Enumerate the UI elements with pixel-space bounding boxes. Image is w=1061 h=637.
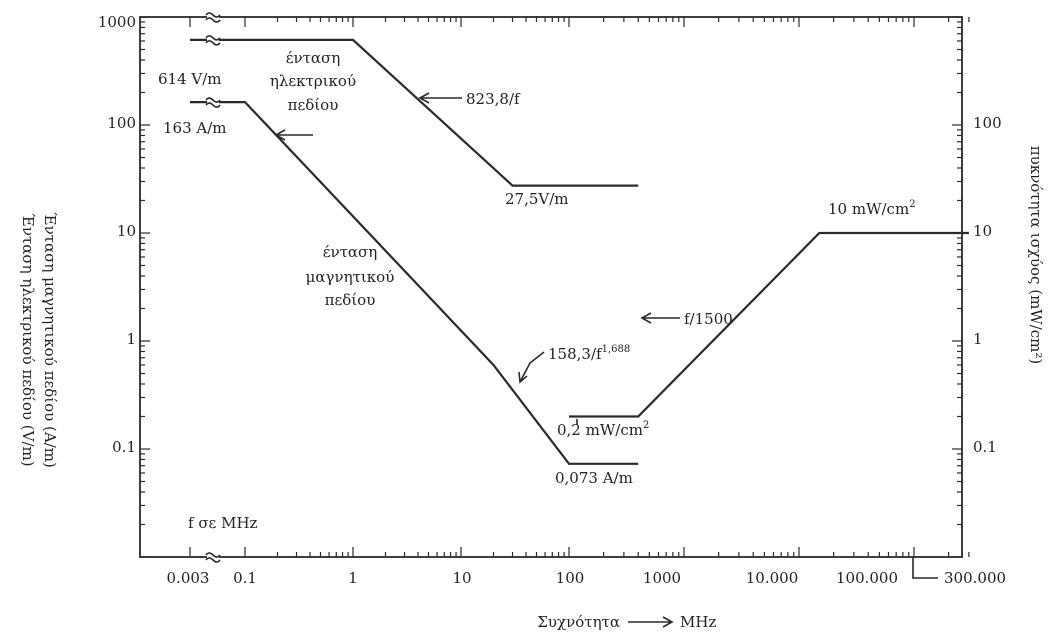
- power-density-slope-label: f/1500: [684, 310, 733, 328]
- break-electric-wave-2: [205, 40, 221, 46]
- y-tick-label-1: 1: [126, 330, 136, 348]
- power-high-base: 10 mW/cm: [828, 200, 909, 218]
- y2-tick-label-100: 100: [973, 114, 1002, 132]
- plot-frame: [139, 16, 963, 558]
- plot-border: [139, 16, 963, 558]
- x-tick-label-0.003: 0.003: [167, 569, 210, 587]
- y2-axis-title-power: πυκνότητα ισχύος (mW/cm²): [1027, 146, 1045, 365]
- power-high-sup: 2: [909, 199, 915, 210]
- x-tick-label-10: 10: [452, 569, 471, 587]
- electric-field-name-line-2: ηλεκτρικού: [270, 72, 356, 90]
- x-tick-pointer-300000: [912, 557, 938, 579]
- y2-tick-label-10: 10: [973, 222, 992, 240]
- break-electric-wave-1: [205, 35, 221, 41]
- frequency-unit-note: f σε MHz: [188, 514, 258, 532]
- y-axis-title-electric: Ένταση ηλεκτρικού πεδίου (V/m): [19, 213, 37, 466]
- break-top-wave-2: [205, 17, 221, 23]
- series-lines: [190, 38, 969, 465]
- arrow-electric-slope: [418, 92, 462, 104]
- axis-break-marks: [205, 11, 221, 563]
- power-low-sup: 2: [643, 420, 649, 431]
- x-tick-label-100000: 100.000: [836, 569, 898, 587]
- magnetic-slope-exponent: 1,688: [602, 344, 631, 355]
- magnetic-field-value-label: 163 A/m: [163, 119, 227, 137]
- magnetic-field-name-line-1: ένταση: [323, 243, 378, 261]
- x-axis-title-arrow: [628, 616, 674, 628]
- x-tick-label-300000: 300.000: [944, 569, 1006, 587]
- x-tick-label-10000: 10.000: [746, 569, 799, 587]
- break-magnetic-wave-1: [205, 97, 221, 103]
- magnetic-slope-base: 158,3/f: [548, 345, 603, 363]
- annotation-arrows: [274, 92, 680, 425]
- break-top-mask: [207, 11, 219, 23]
- power-low-base: 0,2 mW/cm: [557, 421, 643, 439]
- y-tick-label-100: 100: [107, 114, 136, 132]
- arrow-magnetic-slope: [518, 351, 545, 384]
- x-axis-unit: MHz: [680, 613, 716, 631]
- electric-field-name-line-3: πεδίου: [288, 96, 339, 114]
- break-magnetic-mask: [207, 96, 219, 109]
- power-density-high-label: 10 mW/cm2: [828, 199, 916, 218]
- series-line-magnetic: [190, 101, 639, 465]
- series-line-electric: [190, 38, 639, 187]
- arrow-magnetic-name: [274, 129, 313, 141]
- break-top-wave-1: [205, 12, 221, 18]
- axis-ticks: [140, 16, 970, 558]
- break-magnetic-wave-2: [205, 102, 221, 108]
- electric-field-end-label: 27,5V/m: [505, 190, 569, 208]
- magnetic-field-name-line-3: πεδίου: [325, 291, 376, 309]
- y-tick-label-10: 10: [117, 222, 136, 240]
- x-tick-label-1: 1: [348, 569, 358, 587]
- break-bottom-wave-1: [205, 552, 221, 558]
- series-line-power: [569, 231, 969, 418]
- magnetic-field-slope-label: 158,3/f1,688: [548, 344, 630, 363]
- x-tick-label-0.1: 0.1: [233, 569, 257, 587]
- y2-tick-label-1: 1: [973, 330, 983, 348]
- x-axis-title: Συχνότητα: [537, 613, 620, 631]
- break-bottom-wave-2: [205, 557, 221, 563]
- power-density-low-label: 0,2 mW/cm2: [557, 420, 649, 439]
- y-tick-label-1000: 1000: [98, 13, 136, 31]
- y-tick-label-0.1: 0.1: [112, 438, 136, 456]
- electric-field-slope-label: 823,8/f: [466, 90, 521, 108]
- electric-field-name-line-1: ένταση: [286, 49, 341, 67]
- break-bottom-mask: [207, 551, 219, 563]
- arrow-power-slope: [640, 312, 680, 324]
- electric-field-value-label: 614 V/m: [158, 70, 222, 88]
- y2-tick-label-0.1: 0.1: [973, 438, 997, 456]
- magnetic-field-end-label: 0,073 A/m: [555, 469, 633, 487]
- x-tick-label-100: 100: [556, 569, 585, 587]
- y-axis-title-magnetic: Ένταση μαγνητικού πεδίου (A/m): [41, 212, 59, 468]
- magnetic-field-name-line-2: μαγνητικού: [306, 268, 395, 286]
- break-electric-mask: [207, 33, 219, 46]
- x-tick-label-1000: 1000: [643, 569, 681, 587]
